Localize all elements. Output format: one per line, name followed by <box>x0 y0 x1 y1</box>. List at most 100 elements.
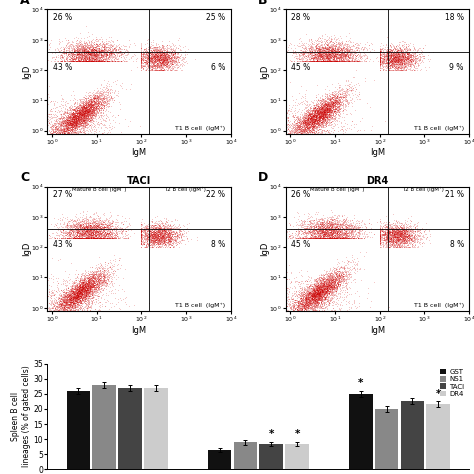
Point <box>75 124 82 131</box>
Point <box>104 226 111 234</box>
Point <box>44 121 51 128</box>
Point <box>90 234 97 242</box>
Point <box>384 52 392 60</box>
Point <box>149 232 156 239</box>
Point <box>82 43 89 50</box>
Point <box>392 227 400 234</box>
Point <box>304 118 311 126</box>
Point <box>346 226 353 233</box>
Point <box>377 45 385 53</box>
Point <box>83 111 91 119</box>
Point <box>340 217 348 224</box>
Point <box>139 237 147 245</box>
Point <box>172 55 179 63</box>
Point <box>354 221 361 228</box>
Point <box>157 229 165 237</box>
Point <box>332 270 340 277</box>
Point <box>73 282 80 290</box>
Point <box>307 129 314 137</box>
Point <box>312 37 320 45</box>
Point <box>379 219 386 227</box>
Point <box>325 290 333 297</box>
Point <box>77 105 85 112</box>
Point <box>118 50 126 58</box>
Point <box>306 299 314 306</box>
Point <box>338 57 346 65</box>
Point <box>68 57 75 65</box>
Point <box>294 125 302 133</box>
Point <box>147 46 155 54</box>
Point <box>384 49 392 57</box>
Point <box>72 125 79 132</box>
Point <box>285 110 292 118</box>
Point <box>90 125 97 132</box>
Point <box>289 111 297 118</box>
Point <box>149 53 156 60</box>
Point <box>309 113 317 120</box>
Point <box>304 130 311 137</box>
Point <box>74 234 82 242</box>
Point <box>301 290 309 297</box>
Point <box>315 114 323 121</box>
Point <box>320 110 328 118</box>
Point <box>283 300 290 307</box>
Point <box>331 279 338 286</box>
Point <box>77 286 85 294</box>
Point <box>74 229 82 237</box>
Point <box>347 48 355 56</box>
Point <box>82 293 89 301</box>
Point <box>305 110 313 118</box>
Point <box>156 230 164 237</box>
Point <box>337 276 345 283</box>
Point <box>157 54 165 61</box>
Point <box>336 273 344 280</box>
Point <box>386 242 393 250</box>
Point <box>339 50 346 57</box>
Point <box>82 286 89 294</box>
Point <box>163 233 171 241</box>
Point <box>80 46 88 54</box>
Point <box>348 222 356 230</box>
Point <box>80 110 87 118</box>
Point <box>393 226 401 234</box>
Point <box>143 244 150 251</box>
Point <box>299 298 306 305</box>
Point <box>308 49 316 56</box>
Point <box>310 286 318 294</box>
Point <box>111 51 118 59</box>
Point <box>325 280 332 287</box>
Point <box>300 119 308 127</box>
Point <box>69 130 77 137</box>
Point <box>337 50 344 58</box>
Point <box>396 227 403 234</box>
Point <box>79 297 87 304</box>
Point <box>305 119 312 127</box>
Point <box>320 234 328 242</box>
Point <box>147 66 155 73</box>
Point <box>51 307 59 315</box>
Point <box>411 58 419 65</box>
Point <box>304 121 311 128</box>
Point <box>85 92 93 100</box>
Point <box>324 53 331 61</box>
Point <box>88 43 96 50</box>
Point <box>57 118 65 126</box>
Point <box>304 49 312 56</box>
Point <box>315 284 323 292</box>
Point <box>69 55 77 63</box>
Point <box>75 232 83 240</box>
Point <box>76 287 84 294</box>
Point <box>328 102 336 110</box>
Point <box>80 115 88 123</box>
Point <box>75 117 83 125</box>
Point <box>338 49 346 57</box>
Point <box>81 273 89 281</box>
Point <box>63 303 71 311</box>
Point <box>321 109 328 116</box>
Point <box>317 108 324 116</box>
Point <box>386 230 393 238</box>
Point <box>82 300 90 308</box>
Point <box>119 232 127 240</box>
Point <box>313 300 321 307</box>
Point <box>315 231 323 238</box>
